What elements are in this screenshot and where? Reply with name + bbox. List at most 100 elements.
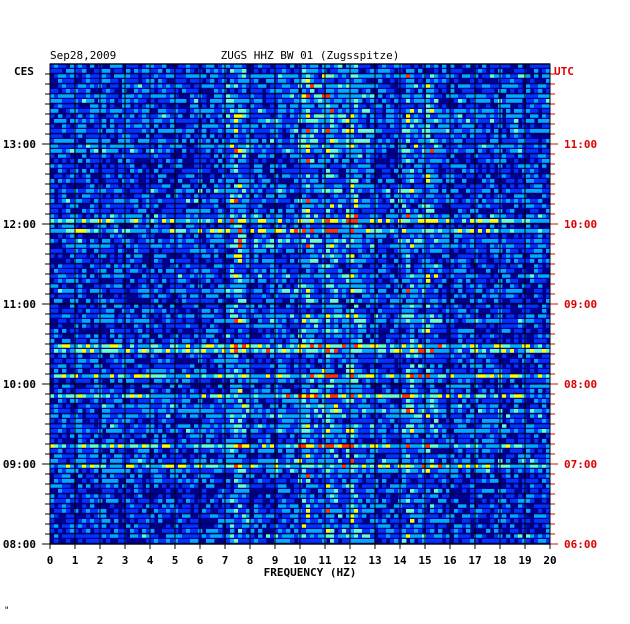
spectrogram-cell <box>430 104 435 108</box>
spectrogram-cell <box>462 234 467 238</box>
spectrogram-cell <box>182 244 187 248</box>
spectrogram-cell <box>310 254 315 258</box>
spectrogram-cell <box>434 149 439 153</box>
spectrogram-cell <box>270 244 275 248</box>
spectrogram-cell <box>70 264 75 268</box>
spectrogram-cell <box>166 229 171 233</box>
spectrogram-cell <box>418 74 423 78</box>
spectrogram-cell <box>482 304 487 308</box>
spectrogram-cell <box>246 74 251 78</box>
spectrogram-cell <box>290 274 295 278</box>
spectrogram-cell <box>302 199 307 203</box>
spectrogram-cell <box>382 74 387 78</box>
spectrogram-cell <box>190 209 195 213</box>
spectrogram-cell <box>122 309 127 313</box>
spectrogram-cell <box>362 269 367 273</box>
spectrogram-cell <box>390 164 395 168</box>
spectrogram-cell <box>58 74 63 78</box>
spectrogram-cell <box>202 224 207 228</box>
spectrogram-cell <box>250 174 255 178</box>
spectrogram-cell <box>430 304 435 308</box>
spectrogram-cell <box>162 64 167 68</box>
spectrogram-cell <box>58 319 63 323</box>
spectrogram-cell <box>238 314 243 318</box>
spectrogram-cell <box>162 149 167 153</box>
spectrogram-cell <box>134 199 139 203</box>
spectrogram-cell <box>166 74 171 78</box>
spectrogram-cell <box>466 214 471 218</box>
spectrogram-cell <box>510 89 515 93</box>
spectrogram-cell <box>338 294 343 298</box>
spectrogram-cell <box>94 189 99 193</box>
spectrogram-cell <box>330 84 335 88</box>
spectrogram-cell <box>546 189 551 193</box>
spectrogram-cell <box>546 209 551 213</box>
spectrogram-cell <box>150 149 155 153</box>
spectrogram-cell <box>434 229 439 233</box>
spectrogram-cell <box>546 94 551 98</box>
spectrogram-cell <box>78 214 83 218</box>
spectrogram-cell <box>138 219 143 223</box>
spectrogram-cell <box>214 259 219 263</box>
spectrogram-cell <box>226 289 231 293</box>
spectrogram-cell <box>370 154 375 158</box>
spectrogram-cell <box>378 124 383 128</box>
spectrogram-cell <box>470 144 475 148</box>
spectrogram-cell <box>66 219 71 223</box>
spectrogram-cell <box>86 114 91 118</box>
spectrogram-cell <box>258 199 263 203</box>
spectrogram-cell <box>234 254 239 258</box>
spectrogram-cell <box>82 219 87 223</box>
spectrogram-cell <box>506 169 511 173</box>
spectrogram-cell <box>194 244 199 248</box>
spectrogram-cell <box>138 99 143 103</box>
spectrogram-cell <box>154 154 159 158</box>
spectrogram-cell <box>310 309 315 313</box>
spectrogram-cell <box>134 64 139 68</box>
spectrogram-cell <box>414 154 419 158</box>
spectrogram-cell <box>438 144 443 148</box>
spectrogram-cell <box>58 279 63 283</box>
spectrogram-cell <box>394 129 399 133</box>
spectrogram-cell <box>318 214 323 218</box>
spectrogram-cell <box>266 259 271 263</box>
spectrogram-cell <box>202 134 207 138</box>
spectrogram-cell <box>434 249 439 253</box>
spectrogram-cell <box>242 79 247 83</box>
spectrogram-cell <box>214 214 219 218</box>
spectrogram-cell <box>186 209 191 213</box>
spectrogram-cell <box>370 74 375 78</box>
spectrogram-cell <box>230 74 235 78</box>
spectrogram-cell <box>462 179 467 183</box>
spectrogram-cell <box>362 199 367 203</box>
spectrogram-cell <box>258 99 263 103</box>
spectrogram-cell <box>158 174 163 178</box>
spectrogram-cell <box>374 69 379 73</box>
spectrogram-cell <box>370 219 375 223</box>
spectrogram-cell <box>410 139 415 143</box>
spectrogram-cell <box>186 64 191 68</box>
spectrogram-cell <box>122 264 127 268</box>
spectrogram-cell <box>326 214 331 218</box>
spectrogram-cell <box>482 99 487 103</box>
spectrogram-cell <box>442 299 447 303</box>
spectrogram-cell <box>282 164 287 168</box>
spectrogram-cell <box>454 134 459 138</box>
spectrogram-cell <box>302 194 307 198</box>
spectrogram-cell <box>162 309 167 313</box>
spectrogram-cell <box>294 184 299 188</box>
spectrogram-cell <box>70 69 75 73</box>
spectrogram-cell <box>354 199 359 203</box>
spectrogram-cell <box>322 299 327 303</box>
spectrogram-cell <box>126 129 131 133</box>
spectrogram-cell <box>542 104 547 108</box>
spectrogram-cell <box>410 149 415 153</box>
spectrogram-cell <box>494 99 499 103</box>
spectrogram-cell <box>426 279 431 283</box>
spectrogram-cell <box>350 109 355 113</box>
spectrogram-cell <box>466 109 471 113</box>
spectrogram-cell <box>410 99 415 103</box>
spectrogram-cell <box>146 239 151 243</box>
spectrogram-cell <box>310 274 315 278</box>
spectrogram-cell <box>54 164 59 168</box>
